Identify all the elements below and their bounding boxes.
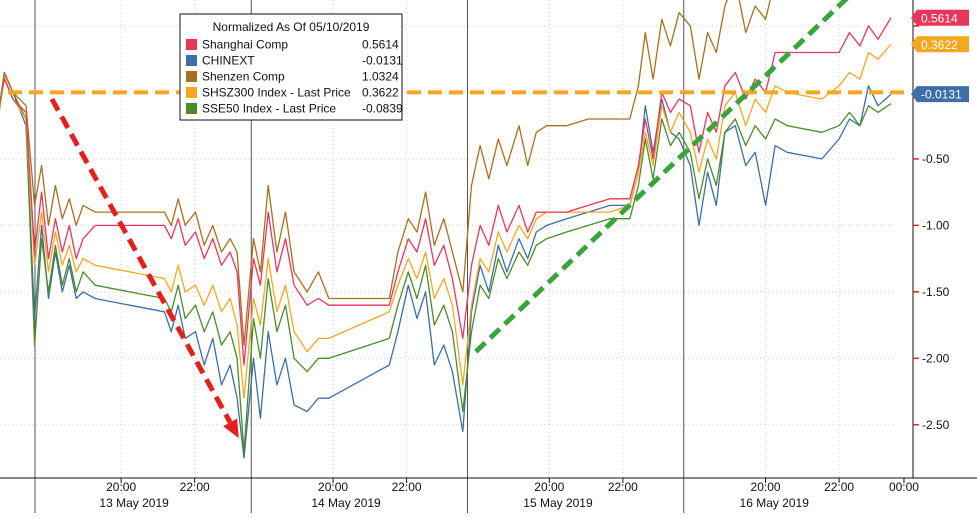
series-line-chinext xyxy=(0,71,892,459)
y-tick-label: -1.50 xyxy=(922,285,950,299)
value-tag-box xyxy=(911,86,969,103)
legend-entry-name: Shanghai Comp xyxy=(202,38,288,52)
x-date-label: 13 May 2019 xyxy=(99,496,169,510)
value-tag-label: -0.0131 xyxy=(921,88,962,102)
x-date-label: 16 May 2019 xyxy=(740,496,810,510)
trend-arrows xyxy=(49,0,849,439)
x-tick-label: 00:00 xyxy=(889,480,919,494)
legend-entry-value: 1.0324 xyxy=(362,70,399,84)
legend-entry-value: 0.5614 xyxy=(362,38,399,52)
legend-entry-name: CHINEXT xyxy=(202,54,255,68)
legend-title: Normalized As Of 05/10/2019 xyxy=(213,20,370,34)
x-tick-label: 22:00 xyxy=(608,480,638,494)
value-tag: 0.5614 xyxy=(911,9,969,26)
legend-swatch xyxy=(186,71,197,82)
legend-swatch xyxy=(186,103,197,114)
x-tick-label: 20:00 xyxy=(751,480,781,494)
x-tick-label: 22:00 xyxy=(392,480,422,494)
value-tag: -0.0131 xyxy=(911,86,969,103)
series-line-shsz300-index-last-price xyxy=(0,43,892,399)
value-tag: 0.3622 xyxy=(911,36,969,53)
value-tag-label: 0.3622 xyxy=(921,38,958,52)
series-lines xyxy=(0,0,892,459)
x-tick-label: 22:00 xyxy=(180,480,210,494)
x-tick-label: 20:00 xyxy=(106,480,136,494)
down-arrow-head xyxy=(223,418,239,439)
series-line-shenzen-comp xyxy=(0,0,771,346)
legend-swatch xyxy=(186,39,197,50)
legend-swatch xyxy=(186,55,197,66)
up-trend-arrow xyxy=(474,0,849,354)
y-tick-label: -1.00 xyxy=(922,218,950,232)
series-line-shanghai-comp xyxy=(0,17,892,366)
y-tick-label: -2.50 xyxy=(922,418,950,432)
x-tick-label: 20:00 xyxy=(318,480,348,494)
legend-entry-name: SHSZ300 Index - Last Price xyxy=(202,86,351,100)
legend-entry-value: -0.0131 xyxy=(362,54,403,68)
y-tick-label: -2.00 xyxy=(922,351,950,365)
legend-swatch xyxy=(186,87,197,98)
legend: Normalized As Of 05/10/2019 Shanghai Com… xyxy=(179,13,403,121)
x-tick-label: 20:00 xyxy=(534,480,564,494)
series-line-sse50-index-last-price xyxy=(0,71,892,453)
legend-box xyxy=(179,13,403,121)
down-trend-arrow xyxy=(49,97,233,424)
y-tick-label: -0.50 xyxy=(922,152,950,166)
x-tick-label: 22:00 xyxy=(824,480,854,494)
x-date-label: 15 May 2019 xyxy=(523,496,593,510)
value-tag-label: 0.5614 xyxy=(921,11,958,25)
value-tag-box xyxy=(911,9,969,26)
value-tag-box xyxy=(911,36,969,53)
legend-entry-name: SSE50 Index - Last Price xyxy=(202,102,336,116)
legend-entry-value: 0.3622 xyxy=(362,86,399,100)
legend-entry-value: -0.0839 xyxy=(362,102,403,116)
legend-entry-name: Shenzen Comp xyxy=(202,70,285,84)
x-date-label: 14 May 2019 xyxy=(311,496,381,510)
